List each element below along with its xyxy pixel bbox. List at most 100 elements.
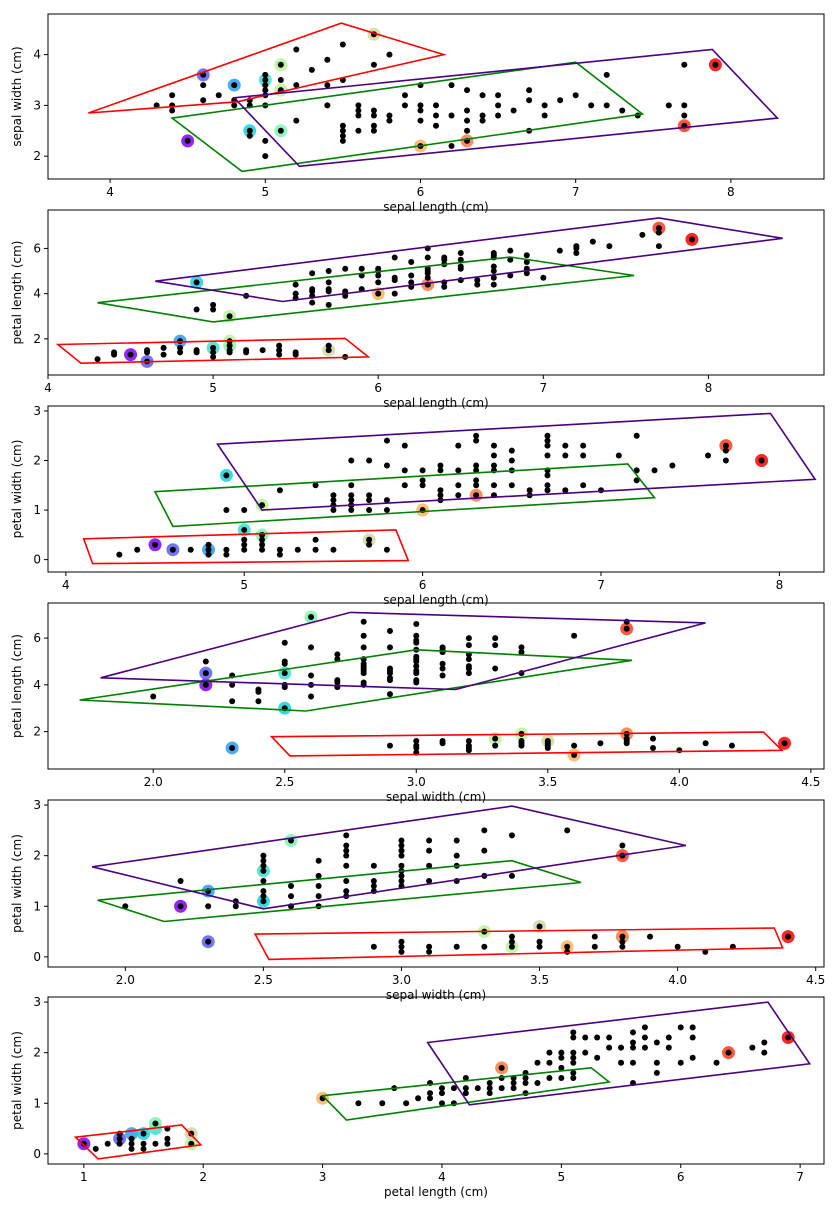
data-point xyxy=(401,442,408,449)
data-point xyxy=(309,286,316,293)
data-point xyxy=(223,472,230,479)
data-point xyxy=(360,644,367,651)
data-point xyxy=(169,92,176,99)
data-point xyxy=(510,1080,517,1087)
data-point xyxy=(465,742,472,749)
data-point xyxy=(453,837,460,844)
data-point xyxy=(534,1080,541,1087)
data-point xyxy=(655,229,662,236)
data-point xyxy=(490,281,497,288)
data-point xyxy=(591,943,598,950)
data-point xyxy=(641,1024,648,1031)
data-point xyxy=(202,670,209,677)
data-point xyxy=(439,660,446,667)
data-point xyxy=(761,1039,768,1046)
data-point xyxy=(343,852,350,859)
data-point xyxy=(677,1059,684,1066)
data-point xyxy=(455,442,462,449)
data-point xyxy=(781,740,788,747)
data-point xyxy=(508,938,515,945)
data-point xyxy=(426,862,433,869)
data-point xyxy=(536,943,543,950)
data-point xyxy=(573,249,580,256)
data-point xyxy=(603,102,610,109)
data-point xyxy=(177,349,184,356)
data-point xyxy=(655,243,662,250)
x-tick-label: 3 xyxy=(319,1170,327,1184)
data-point xyxy=(570,1054,577,1061)
data-point xyxy=(386,112,393,119)
data-point xyxy=(243,347,250,354)
data-point xyxy=(370,107,377,114)
data-point xyxy=(522,1074,529,1081)
x-tick-label: 7 xyxy=(597,578,605,592)
data-point xyxy=(437,462,444,469)
data-point xyxy=(383,507,390,514)
data-point xyxy=(572,92,579,99)
data-point xyxy=(246,132,253,139)
data-point xyxy=(492,642,499,649)
data-point xyxy=(518,644,525,651)
x-tick-label: 2 xyxy=(199,1170,207,1184)
data-point xyxy=(544,487,551,494)
data-point xyxy=(360,679,367,686)
data-point xyxy=(92,1145,99,1152)
data-point xyxy=(325,301,332,308)
data-point xyxy=(618,1044,625,1051)
data-point xyxy=(398,842,405,849)
scatter-panel-4: 2.0 2.5 3.0 3.5 4.0 4.5 2 4 6 sepal width (cm) pet… xyxy=(10,602,825,804)
data-point xyxy=(633,477,640,484)
data-point xyxy=(650,735,657,742)
y-tick-label: 3 xyxy=(33,798,41,812)
data-point xyxy=(134,546,141,553)
data-point xyxy=(639,231,646,238)
data-point xyxy=(386,674,393,681)
y-tick-label: 2 xyxy=(33,849,41,863)
data-point xyxy=(330,492,337,499)
data-point xyxy=(386,742,393,749)
data-point xyxy=(413,677,420,684)
data-point xyxy=(386,691,393,698)
data-point xyxy=(210,349,217,356)
data-point xyxy=(169,107,176,114)
data-point xyxy=(160,351,167,358)
data-point xyxy=(465,737,472,744)
axes-frame xyxy=(47,405,825,573)
data-point xyxy=(259,541,266,548)
data-point xyxy=(260,898,267,905)
data-point xyxy=(260,888,267,895)
data-point xyxy=(462,1085,469,1092)
data-point xyxy=(629,1039,636,1046)
data-point xyxy=(215,92,222,99)
data-point xyxy=(544,737,551,744)
data-point xyxy=(597,740,604,747)
data-point xyxy=(325,342,332,349)
data-point xyxy=(455,492,462,499)
data-point xyxy=(202,681,209,688)
y-axis-label: sepal width (cm) xyxy=(10,46,24,146)
data-point xyxy=(507,247,514,254)
data-point xyxy=(462,1090,469,1097)
data-point xyxy=(665,1044,672,1051)
data-point xyxy=(655,225,662,232)
data-point xyxy=(490,442,497,449)
data-point xyxy=(343,847,350,854)
data-point xyxy=(276,487,283,494)
data-point xyxy=(623,625,630,632)
data-point xyxy=(647,933,654,940)
data-point xyxy=(128,1135,135,1142)
data-point xyxy=(223,507,230,514)
data-point xyxy=(348,492,355,499)
data-point xyxy=(441,254,448,261)
data-point xyxy=(474,281,481,288)
data-point xyxy=(315,857,322,864)
data-point xyxy=(582,1034,589,1041)
data-point xyxy=(544,442,551,449)
data-point xyxy=(288,883,295,890)
data-point xyxy=(348,497,355,504)
data-point xyxy=(486,1090,493,1097)
data-point xyxy=(508,457,515,464)
data-point xyxy=(330,546,337,553)
data-point xyxy=(473,437,480,444)
data-point xyxy=(229,681,236,688)
